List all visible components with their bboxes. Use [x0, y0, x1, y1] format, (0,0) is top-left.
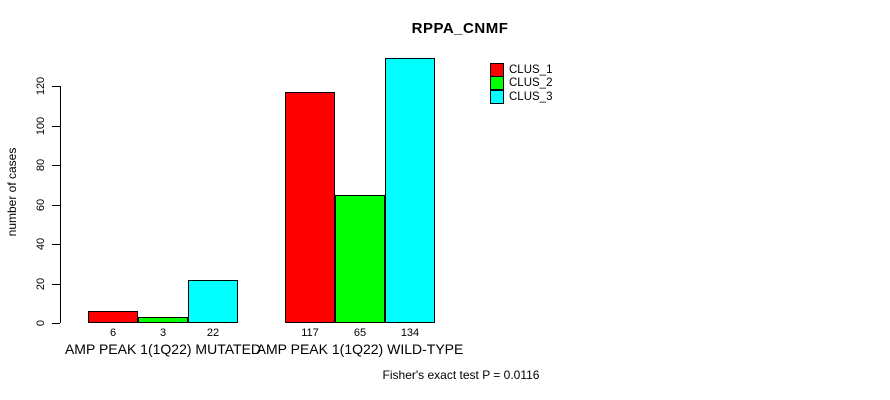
bar-value-label: 134	[400, 327, 420, 339]
bar-clus_3-group1	[188, 279, 238, 323]
legend-swatch-icon	[490, 76, 504, 91]
y-axis-tick	[52, 125, 60, 127]
bar-clus_1-group1	[88, 311, 138, 323]
y-tick-label: 80	[35, 158, 47, 172]
y-tick-label: 0	[35, 319, 47, 327]
y-axis-tick	[52, 283, 60, 285]
y-axis-tick	[52, 204, 60, 206]
x-group-label: AMP PEAK 1(1Q22) WILD-TYPE	[256, 341, 464, 357]
y-axis-tick	[52, 86, 60, 87]
x-group-label: AMP PEAK 1(1Q22) MUTATED	[64, 341, 262, 357]
y-axis-tick	[52, 244, 60, 245]
bar-value-label: 3	[159, 327, 167, 339]
chart-title: RPPA_CNMF	[411, 20, 509, 37]
bar-value-label: 6	[109, 327, 117, 339]
y-axis-label: number of cases	[5, 147, 19, 237]
legend-item-clus_3: CLUS_3	[490, 89, 553, 104]
annotation-text: Fisher's exact test P = 0.0116	[382, 368, 540, 382]
legend: CLUS_1 CLUS_2 CLUS_3	[490, 62, 553, 104]
legend-swatch-icon	[490, 62, 504, 77]
bar-clus_2-group2	[335, 194, 385, 323]
y-tick-label: 20	[35, 277, 47, 290]
bar-value-label: 22	[206, 327, 220, 339]
legend-label: CLUS_2	[509, 77, 553, 90]
legend-item-clus_2: CLUS_2	[490, 76, 553, 91]
bar-clus_1-group2	[285, 91, 335, 323]
bar-clus_2-group1	[138, 317, 188, 323]
bar-clus_3-group2	[385, 58, 435, 323]
legend-label: CLUS_1	[509, 63, 553, 76]
y-tick-label: 60	[35, 198, 47, 211]
y-tick-label: 40	[35, 237, 47, 251]
bar-value-label: 65	[353, 327, 367, 339]
legend-item-clus_1: CLUS_1	[490, 62, 553, 77]
y-tick-label: 100	[35, 116, 47, 135]
y-axis-tick	[52, 165, 60, 166]
legend-label: CLUS_3	[509, 90, 553, 103]
y-tick-label: 120	[35, 76, 47, 96]
y-axis-line	[60, 86, 61, 323]
y-axis-tick	[52, 323, 60, 324]
legend-swatch-icon	[490, 89, 504, 104]
bar-value-label: 117	[301, 327, 319, 339]
